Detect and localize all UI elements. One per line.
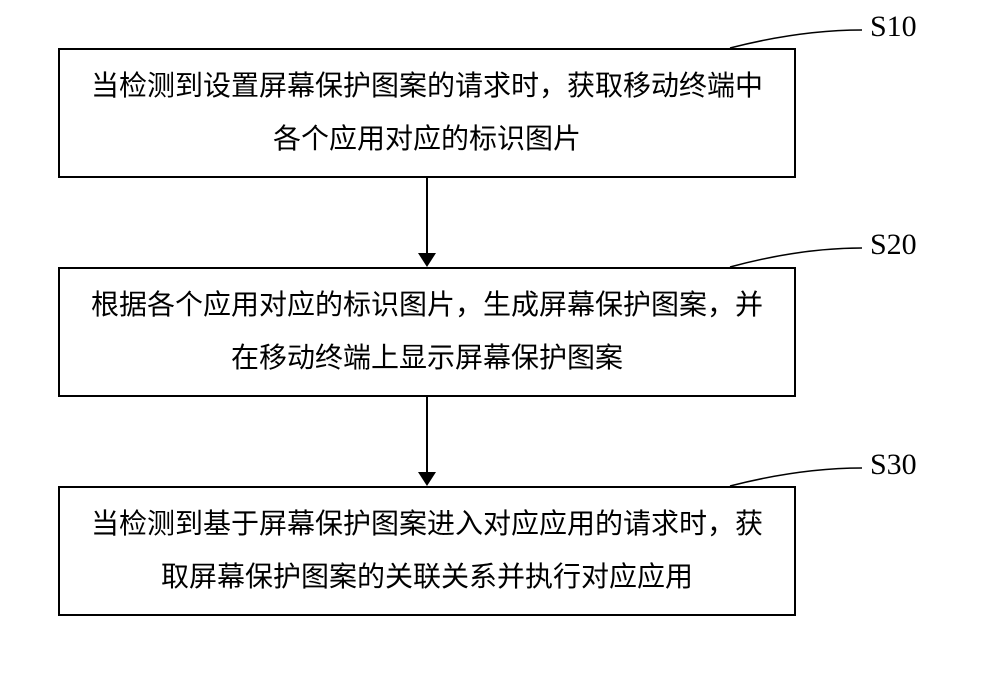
leader-s30: [0, 0, 1000, 676]
flowchart-canvas: { "steps": [ { "id": "S10", "text": "当检测…: [0, 0, 1000, 676]
